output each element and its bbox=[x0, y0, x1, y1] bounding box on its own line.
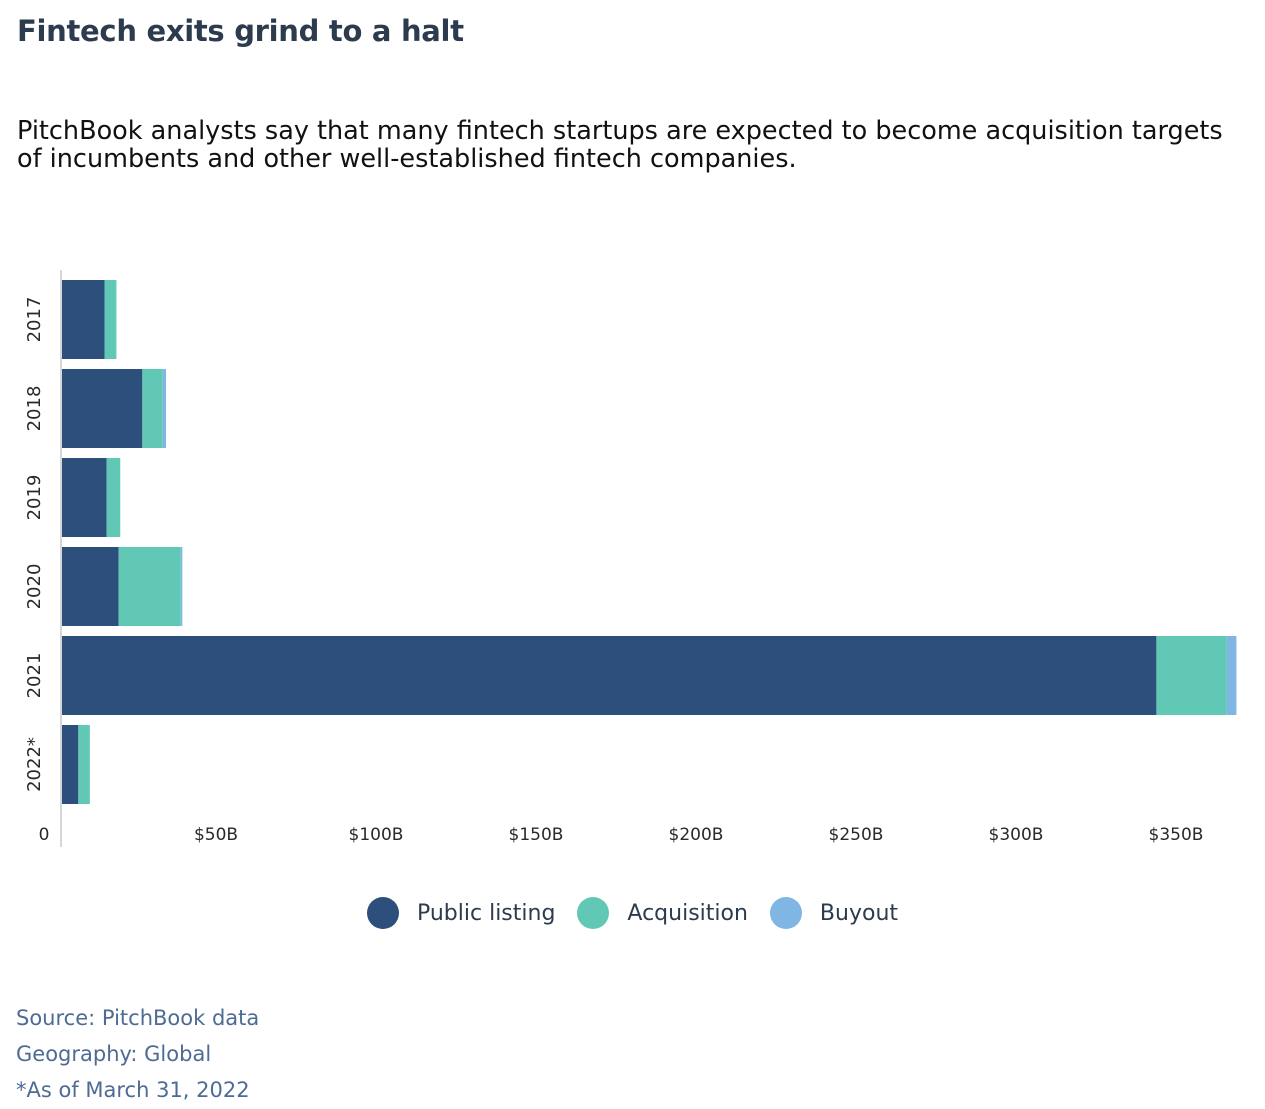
as-of-note: *As of March 31, 2022 bbox=[16, 1078, 250, 1102]
x-tick-label: $50B bbox=[194, 825, 238, 845]
legend-item-public-listing[interactable]: Public listing bbox=[366, 897, 556, 929]
footnotes: Source: PitchBook data Geography: Global… bbox=[16, 1000, 259, 1108]
category-labels: 2017 2018 2019 2020 2021 2022* bbox=[24, 297, 45, 792]
bar-2021-buyout[interactable] bbox=[1226, 636, 1237, 715]
x-tick-label: $150B bbox=[509, 825, 564, 845]
legend-item-acquisition[interactable]: Acquisition bbox=[577, 897, 748, 929]
bar-2020-buyout[interactable] bbox=[180, 547, 183, 626]
chart-subtitle: PitchBook analysts say that many fintech… bbox=[17, 116, 1223, 174]
x-tick-label: $350B bbox=[1149, 825, 1204, 845]
legend-label: Public listing bbox=[416, 900, 556, 926]
bar-2021-public-listing[interactable] bbox=[62, 636, 1157, 715]
x-tick-label: $200B bbox=[669, 825, 724, 845]
bar-2018-public-listing[interactable] bbox=[62, 369, 143, 448]
bars-group bbox=[62, 280, 1237, 804]
source-note: Source: PitchBook data bbox=[16, 1006, 260, 1030]
bar-2018-buyout[interactable] bbox=[162, 369, 166, 448]
x-tick-label: $250B bbox=[829, 825, 884, 845]
bar-2020-public-listing[interactable] bbox=[62, 547, 119, 626]
bar-2021-acquisition[interactable] bbox=[1156, 636, 1227, 715]
bar-2019-public-listing[interactable] bbox=[62, 458, 107, 537]
category-label: 2019 bbox=[24, 475, 45, 521]
category-label: 2021 bbox=[24, 653, 45, 699]
category-label: 2022* bbox=[24, 737, 45, 792]
bar-2018-acquisition[interactable] bbox=[142, 369, 163, 448]
bar-chart: 2017 2018 2019 2020 2021 2022* 0 $50B $100B $150… bbox=[24, 270, 1237, 847]
legend-swatch-buyout bbox=[769, 897, 802, 929]
legend-swatch-public-listing bbox=[366, 897, 399, 929]
legend-label: Acquisition bbox=[627, 900, 748, 926]
category-label: 2017 bbox=[24, 297, 45, 343]
category-label: 2018 bbox=[24, 386, 45, 432]
x-tick-label: $100B bbox=[349, 825, 404, 845]
geography-note: Geography: Global bbox=[16, 1042, 212, 1066]
bar-2017-acquisition[interactable] bbox=[104, 280, 117, 359]
x-tick-label: 0 bbox=[39, 825, 50, 845]
bar-2019-acquisition[interactable] bbox=[106, 458, 121, 537]
x-axis-ticks: 0 $50B $100B $150B $200B $250B $300B $350B bbox=[39, 825, 1204, 845]
bar-2022-acquisition[interactable] bbox=[78, 725, 90, 804]
legend-swatch-acquisition bbox=[577, 897, 610, 929]
bar-2022-public-listing[interactable] bbox=[62, 725, 79, 804]
x-tick-label: $300B bbox=[989, 825, 1044, 845]
bar-2017-public-listing[interactable] bbox=[62, 280, 105, 359]
bar-2020-acquisition[interactable] bbox=[118, 547, 181, 626]
chart-title: Fintech exits grind to a halt bbox=[17, 14, 464, 48]
legend-label: Buyout bbox=[819, 900, 899, 926]
legend: Public listing Acquisition Buyout bbox=[0, 897, 1265, 929]
category-label: 2020 bbox=[24, 564, 45, 610]
legend-item-buyout[interactable]: Buyout bbox=[769, 897, 899, 929]
